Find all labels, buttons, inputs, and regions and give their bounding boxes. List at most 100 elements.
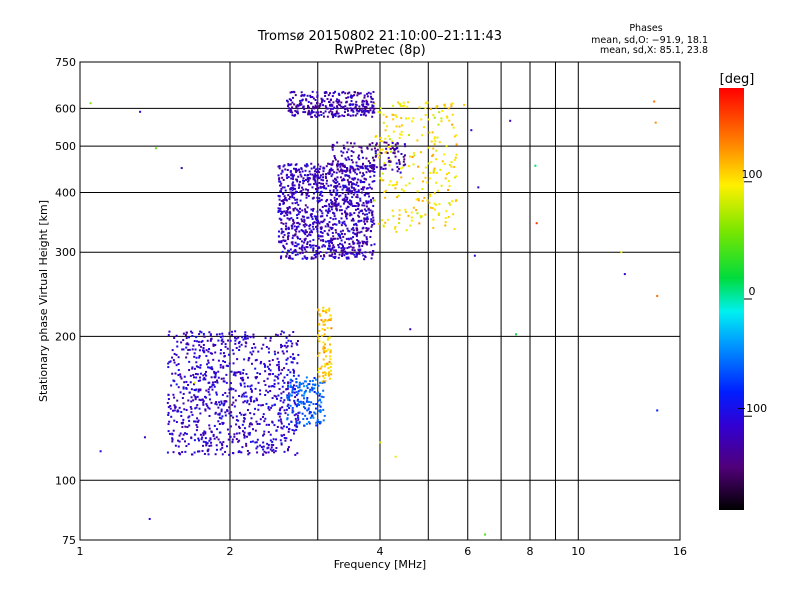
data-point — [195, 429, 198, 432]
data-point — [306, 177, 309, 180]
data-point — [278, 209, 281, 212]
data-point — [319, 314, 322, 317]
data-point — [179, 375, 182, 378]
data-point — [278, 178, 281, 181]
data-point — [232, 416, 235, 419]
data-point — [241, 376, 244, 379]
data-point — [214, 373, 217, 376]
data-point — [289, 378, 292, 381]
data-point — [249, 385, 252, 388]
data-point — [191, 335, 194, 338]
data-point — [323, 187, 326, 190]
data-point — [226, 409, 229, 412]
data-point — [353, 189, 356, 192]
data-point — [355, 191, 358, 194]
data-point — [314, 378, 317, 381]
data-point — [260, 347, 263, 350]
data-point — [190, 400, 193, 403]
data-point — [356, 253, 359, 256]
data-point — [303, 397, 306, 400]
data-point — [292, 357, 295, 360]
data-point — [336, 204, 339, 207]
data-point — [281, 368, 284, 371]
data-point — [264, 417, 267, 420]
data-point — [215, 379, 218, 382]
data-point — [302, 401, 305, 404]
data-point — [285, 346, 288, 349]
data-point — [398, 209, 401, 212]
data-point — [275, 429, 278, 432]
data-point — [297, 243, 300, 246]
data-point — [295, 171, 298, 174]
data-point — [319, 235, 322, 238]
data-point — [363, 255, 366, 258]
data-point — [311, 173, 314, 176]
data-point — [305, 245, 308, 248]
data-point — [317, 367, 320, 370]
data-point — [228, 392, 231, 395]
data-point — [255, 377, 258, 380]
data-point — [256, 438, 259, 441]
data-point — [344, 108, 347, 111]
data-point — [354, 208, 357, 211]
data-point — [174, 372, 177, 375]
data-point — [214, 375, 217, 378]
data-point — [350, 154, 353, 157]
data-point — [212, 383, 215, 386]
data-point — [300, 402, 303, 405]
data-point — [184, 425, 187, 428]
data-point — [330, 373, 333, 376]
data-point — [292, 208, 295, 211]
data-point — [300, 175, 303, 178]
data-point — [306, 241, 309, 244]
data-point — [347, 201, 350, 204]
data-point — [294, 228, 297, 231]
data-point — [328, 336, 331, 339]
data-point — [318, 313, 321, 316]
data-point — [219, 336, 222, 339]
data-point — [322, 419, 325, 422]
data-point — [277, 367, 280, 370]
data-point — [302, 111, 305, 114]
data-point — [295, 342, 298, 345]
data-point — [370, 218, 373, 221]
data-point — [335, 111, 338, 114]
data-point — [280, 426, 283, 429]
data-point — [350, 191, 353, 194]
data-point — [300, 389, 303, 392]
data-point — [448, 202, 451, 205]
data-point — [372, 105, 375, 108]
data-point — [450, 165, 453, 168]
data-point — [243, 400, 246, 403]
data-point — [180, 341, 183, 344]
data-point — [329, 107, 332, 110]
data-point — [312, 196, 315, 199]
data-point — [366, 95, 369, 98]
data-point — [323, 320, 326, 323]
data-point — [317, 111, 320, 114]
data-point — [331, 246, 334, 249]
data-point — [235, 423, 238, 426]
data-point — [361, 110, 364, 113]
data-point — [248, 425, 251, 428]
data-point — [343, 185, 346, 188]
data-point — [173, 352, 176, 355]
data-point — [344, 199, 347, 202]
data-point — [355, 108, 358, 111]
data-point — [185, 380, 188, 383]
data-point — [325, 176, 328, 179]
data-point — [320, 226, 323, 229]
data-point — [305, 192, 308, 195]
data-point — [294, 202, 297, 205]
data-point — [297, 386, 300, 389]
data-point — [387, 135, 390, 138]
data-point — [318, 222, 321, 225]
data-point — [365, 192, 368, 195]
data-point — [327, 337, 330, 340]
data-point — [315, 252, 318, 255]
data-point — [299, 237, 302, 240]
data-point — [228, 362, 231, 365]
data-point — [300, 94, 303, 97]
data-point — [208, 386, 211, 389]
data-point — [365, 241, 368, 244]
